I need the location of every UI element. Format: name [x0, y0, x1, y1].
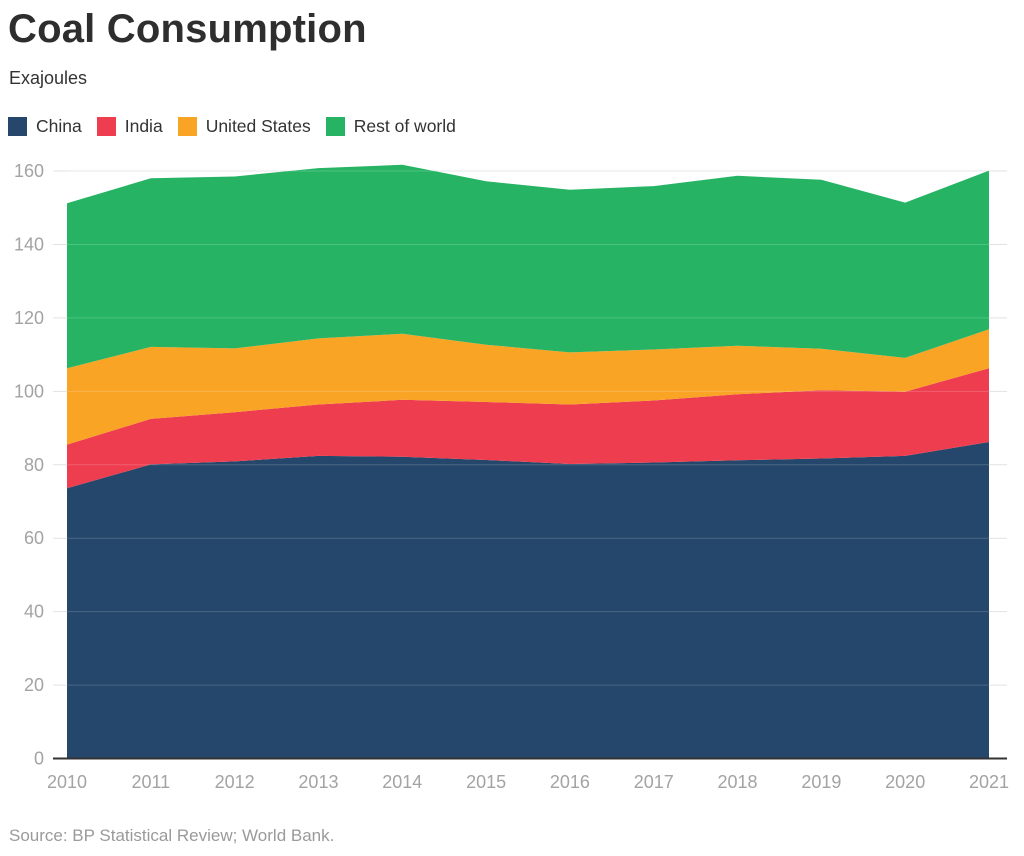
x-tick-label-2014: 2014 [382, 772, 422, 792]
legend-swatch-rest-of-world [325, 117, 345, 136]
chart-subtitle: Exajoules [9, 68, 88, 88]
legend: China India United States Rest of world [8, 116, 456, 137]
legend-label-united-states: United States [205, 116, 311, 136]
legend-label-china: China [36, 116, 82, 136]
x-tick-label-2016: 2016 [550, 772, 590, 792]
y-tick-label-0: 0 [34, 749, 44, 769]
legend-item-china: China [8, 116, 82, 137]
x-tick-label-2012: 2012 [215, 772, 255, 792]
x-tick-label-2020: 2020 [885, 772, 925, 792]
x-tick-label-2018: 2018 [718, 772, 758, 792]
legend-item-rest-of-world: Rest of world [325, 116, 456, 137]
legend-item-india: India [96, 116, 163, 137]
y-tick-label-20: 20 [24, 675, 44, 695]
chart-title: Coal Consumption [8, 7, 367, 51]
x-tick-label-2013: 2013 [298, 772, 338, 792]
y-tick-label-120: 120 [14, 308, 44, 328]
y-tick-label-160: 160 [14, 161, 44, 181]
x-tick-label-2010: 2010 [47, 772, 87, 792]
y-tick-label-80: 80 [24, 455, 44, 475]
legend-swatch-china [8, 117, 27, 136]
area-china[interactable] [67, 442, 989, 759]
y-tick-label-100: 100 [14, 381, 44, 401]
x-tick-label-2019: 2019 [801, 772, 841, 792]
x-tick-label-2011: 2011 [131, 772, 170, 792]
x-tick-label-2015: 2015 [466, 772, 506, 792]
legend-swatch-india [96, 117, 116, 136]
area-rest-of-world[interactable] [67, 164, 989, 369]
legend-swatch-united-states [177, 117, 197, 136]
legend-label-india: India [124, 116, 163, 136]
x-tick-label-2017: 2017 [634, 772, 674, 792]
y-tick-label-40: 40 [24, 602, 44, 622]
x-tick-label-2021: 2021 [969, 772, 1009, 792]
y-tick-label-140: 140 [14, 234, 44, 254]
legend-label-rest-of-world: Rest of world [353, 116, 456, 136]
area-india[interactable] [67, 368, 989, 489]
source-note: Source: BP Statistical Review; World Ban… [9, 826, 335, 845]
legend-item-united-states: United States [177, 116, 311, 137]
y-tick-label-60: 60 [24, 528, 44, 548]
area-united-states[interactable] [67, 329, 989, 445]
